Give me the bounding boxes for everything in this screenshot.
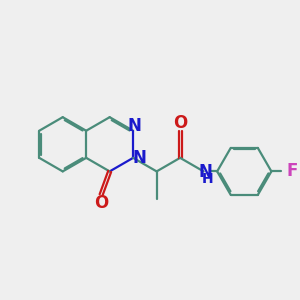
Text: O: O (173, 114, 187, 132)
Text: H: H (202, 172, 214, 186)
Text: N: N (133, 149, 146, 167)
Text: O: O (94, 194, 108, 212)
Text: N: N (128, 117, 142, 135)
Text: N: N (198, 163, 212, 181)
Text: F: F (286, 162, 298, 180)
